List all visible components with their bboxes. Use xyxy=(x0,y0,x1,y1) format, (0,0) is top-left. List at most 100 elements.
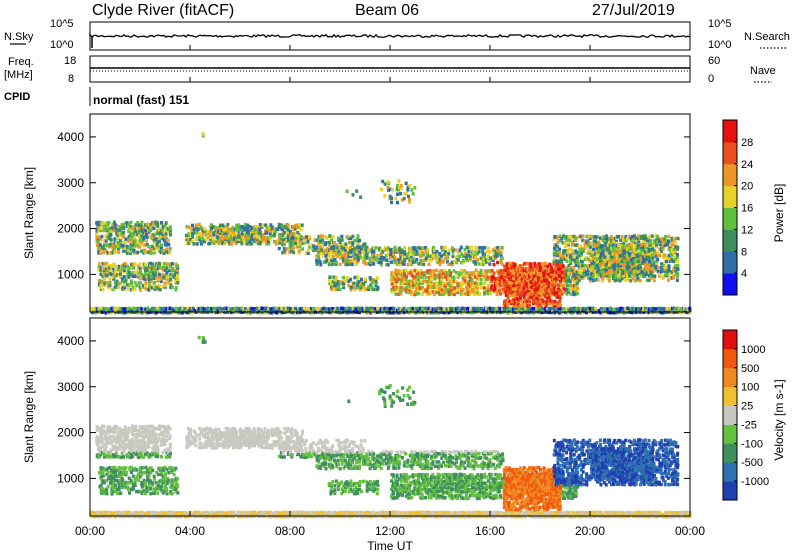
echo-cell xyxy=(95,229,99,233)
echo-cell xyxy=(103,262,107,266)
echo-cell xyxy=(283,306,287,311)
echo-cell xyxy=(144,287,148,291)
echo-cell xyxy=(558,311,562,315)
echo-cell xyxy=(109,237,113,241)
echo-cell xyxy=(578,309,582,313)
echo-cell xyxy=(584,310,588,315)
echo-cell xyxy=(529,262,533,266)
echo-cell xyxy=(647,259,651,264)
echo-cell xyxy=(253,227,257,232)
echo-cell xyxy=(174,308,178,313)
echo-cell xyxy=(93,306,97,311)
echo-cell xyxy=(613,307,617,311)
echo-cell xyxy=(559,303,563,308)
echo-cell xyxy=(497,306,501,311)
echo-cell xyxy=(122,270,126,274)
echo-cell xyxy=(166,281,170,286)
echo-cell xyxy=(106,268,110,272)
echo-cell xyxy=(163,261,167,266)
cpid-value: normal (fast) 151 xyxy=(93,93,189,107)
echo-cell xyxy=(124,307,128,311)
echo-cell xyxy=(118,272,122,276)
echo-cell xyxy=(356,234,360,238)
echo-cell xyxy=(226,227,230,231)
echo-cell xyxy=(414,311,418,315)
echo-cell xyxy=(302,308,306,313)
echo-cell xyxy=(155,243,159,247)
echo-cell xyxy=(472,306,476,311)
echo-cell xyxy=(115,283,119,287)
echo-cell xyxy=(320,310,324,315)
echo-cell xyxy=(291,246,295,251)
echo-cell xyxy=(108,271,112,275)
echo-cell xyxy=(122,287,126,291)
echo-cell xyxy=(621,307,625,311)
echo-cell xyxy=(211,237,215,241)
echo-cell xyxy=(338,262,342,267)
echo-cell xyxy=(133,250,137,255)
echo-cell xyxy=(122,234,126,239)
echo-cell xyxy=(394,292,398,296)
echo-cell xyxy=(572,255,576,259)
echo-cell xyxy=(132,227,136,231)
echo-cell xyxy=(149,222,153,227)
echo-cell xyxy=(309,309,313,313)
echo-cell xyxy=(159,250,163,255)
echo-cell xyxy=(191,231,195,236)
echo-cell xyxy=(99,268,103,273)
station-title: Clyde River (fitACF) xyxy=(92,2,234,19)
echo-cell xyxy=(670,310,674,315)
echo-cell xyxy=(603,307,607,311)
echo-cell xyxy=(502,308,506,312)
echo-cell xyxy=(138,238,142,243)
echo-cell xyxy=(615,307,619,311)
echo-cell xyxy=(407,198,411,202)
echo-cell xyxy=(513,308,517,313)
echo-cell xyxy=(168,277,172,281)
echo-cell xyxy=(152,221,156,225)
echo-cell xyxy=(136,240,140,245)
echo-cell xyxy=(168,306,172,311)
echo-cell xyxy=(133,281,137,285)
echo-cell xyxy=(647,265,651,269)
echo-cell xyxy=(129,245,133,249)
echo-cell xyxy=(140,231,144,235)
echo-cell xyxy=(131,243,135,247)
echo-cell xyxy=(156,308,160,313)
echo-cell xyxy=(375,308,379,313)
echo-cell xyxy=(107,309,111,313)
echo-cell xyxy=(190,311,194,315)
echo-cell xyxy=(454,309,458,313)
echo-cell xyxy=(422,262,426,267)
echo-cell xyxy=(483,308,487,313)
echo-cell xyxy=(667,239,671,243)
echo-cell xyxy=(665,259,669,264)
echo-cell xyxy=(676,245,680,250)
echo-cell xyxy=(156,266,160,270)
echo-cell xyxy=(148,279,152,284)
echo-cell xyxy=(106,233,110,237)
echo-cell xyxy=(392,306,396,311)
echo-cell xyxy=(203,239,207,244)
echo-cell xyxy=(152,240,156,245)
echo-cell xyxy=(143,248,147,253)
echo-cell xyxy=(116,240,120,245)
echo-cell xyxy=(417,291,421,296)
echo-cell xyxy=(345,276,349,280)
echo-cell xyxy=(150,250,154,255)
date-title: 27/Jul/2019 xyxy=(592,2,675,19)
y-tick-label: 4000 xyxy=(57,130,84,144)
echo-cell xyxy=(420,308,424,313)
echo-cell xyxy=(166,230,170,235)
echo-cell xyxy=(201,132,205,136)
echo-cell xyxy=(153,287,157,291)
echo-cell xyxy=(126,287,130,291)
echo-cell xyxy=(150,244,154,249)
echo-cell xyxy=(374,246,378,250)
echo-cell xyxy=(562,283,566,288)
echo-cell xyxy=(357,309,361,313)
echo-cell xyxy=(651,243,655,248)
echo-cell xyxy=(247,224,251,229)
echo-cell xyxy=(559,307,563,311)
echo-cell xyxy=(105,280,109,285)
